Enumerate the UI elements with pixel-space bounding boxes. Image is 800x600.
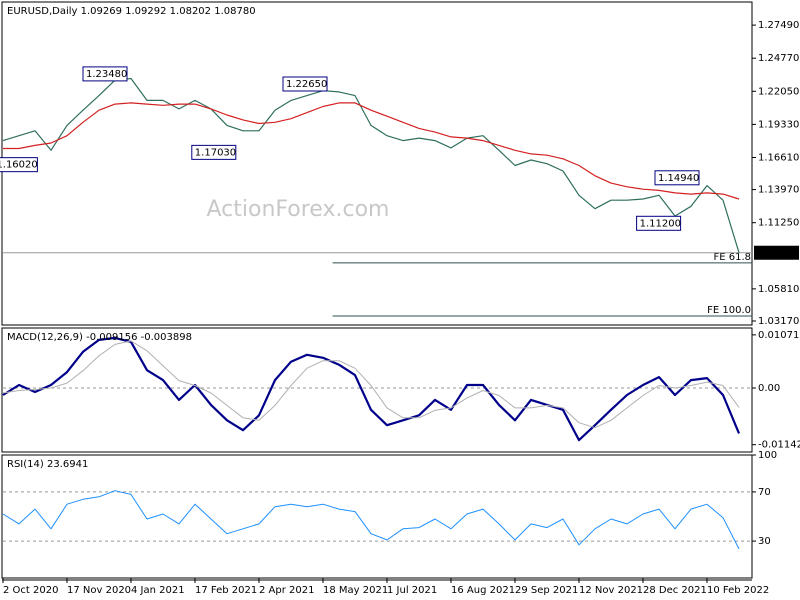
panel-border xyxy=(1,327,753,453)
x-tick-label: 10 Feb 2022 xyxy=(707,585,769,596)
panel-title: RSI(14) 23.6941 xyxy=(7,459,88,470)
y-tick-label: 0.00 xyxy=(758,383,780,394)
annotation-label: 1.14940 xyxy=(658,173,699,184)
annotation-label: 1.22650 xyxy=(286,79,327,90)
annotation-label: 1.16020 xyxy=(0,160,38,171)
annotation-label: 1.11200 xyxy=(640,218,681,229)
y-tick-label: 1.13970 xyxy=(758,185,799,196)
y-tick-label: 1.05810 xyxy=(758,284,799,295)
panel-border xyxy=(1,1,753,326)
y-tick-label: -0.011424 xyxy=(758,440,800,451)
fe-label: FE 100.0 xyxy=(707,305,751,316)
panel-title: MACD(12,26,9) -0.009156 -0.003898 xyxy=(7,332,192,343)
y-tick-label: 1.19330 xyxy=(758,119,799,130)
y-tick-label: 1.03170 xyxy=(758,316,799,327)
series-line xyxy=(2,490,740,550)
x-tick-label: 17 Feb 2021 xyxy=(195,585,257,596)
annotation-box xyxy=(0,157,38,173)
x-tick-label: 29 Sep 2021 xyxy=(515,585,578,596)
y-tick-label: 100 xyxy=(758,450,777,461)
annotation-box xyxy=(191,144,237,160)
panel-border xyxy=(1,454,753,579)
annotation-box xyxy=(636,215,682,231)
x-tick-label: 17 Nov 2020 xyxy=(67,585,131,596)
x-tick-label: 12 Nov 2021 xyxy=(579,585,643,596)
series-line xyxy=(2,340,740,429)
last-price-box xyxy=(754,245,799,260)
y-tick-label: 1.24770 xyxy=(758,53,799,64)
last-price-label: 1.08780 xyxy=(757,248,798,259)
annotation-box xyxy=(654,170,700,186)
x-tick-label: 4 Jan 2021 xyxy=(131,585,185,596)
watermark: ActionForex.com xyxy=(207,197,390,222)
annotation-label: 1.17030 xyxy=(195,147,236,158)
y-tick-label: 1.11250 xyxy=(758,218,799,229)
x-tick-label: 2 Apr 2021 xyxy=(259,585,314,596)
y-tick-label: 1.22050 xyxy=(758,86,799,97)
x-tick-label: 1 Jul 2021 xyxy=(387,585,437,596)
y-tick-label: 70 xyxy=(758,487,771,498)
panel-title: EURUSD,Daily 1.09269 1.09292 1.08202 1.0… xyxy=(7,6,256,17)
x-tick-label: 16 Aug 2021 xyxy=(451,585,515,596)
series-line xyxy=(2,336,741,442)
x-tick-label: 28 Dec 2021 xyxy=(643,585,707,596)
y-tick-label: 0.010715 xyxy=(758,330,800,341)
x-tick-label: 18 May 2021 xyxy=(323,585,388,596)
annotation-label: 1.23480 xyxy=(86,69,127,80)
x-tick-label: 2 Oct 2020 xyxy=(3,585,58,596)
series-line xyxy=(3,102,740,200)
y-tick-label: 1.16610 xyxy=(758,152,799,163)
y-tick-label: 30 xyxy=(758,536,771,547)
fe-label: FE 61.8 xyxy=(713,252,751,263)
annotation-box xyxy=(82,66,128,82)
y-tick-label: 1.27490 xyxy=(758,20,799,31)
annotation-box xyxy=(282,76,328,92)
